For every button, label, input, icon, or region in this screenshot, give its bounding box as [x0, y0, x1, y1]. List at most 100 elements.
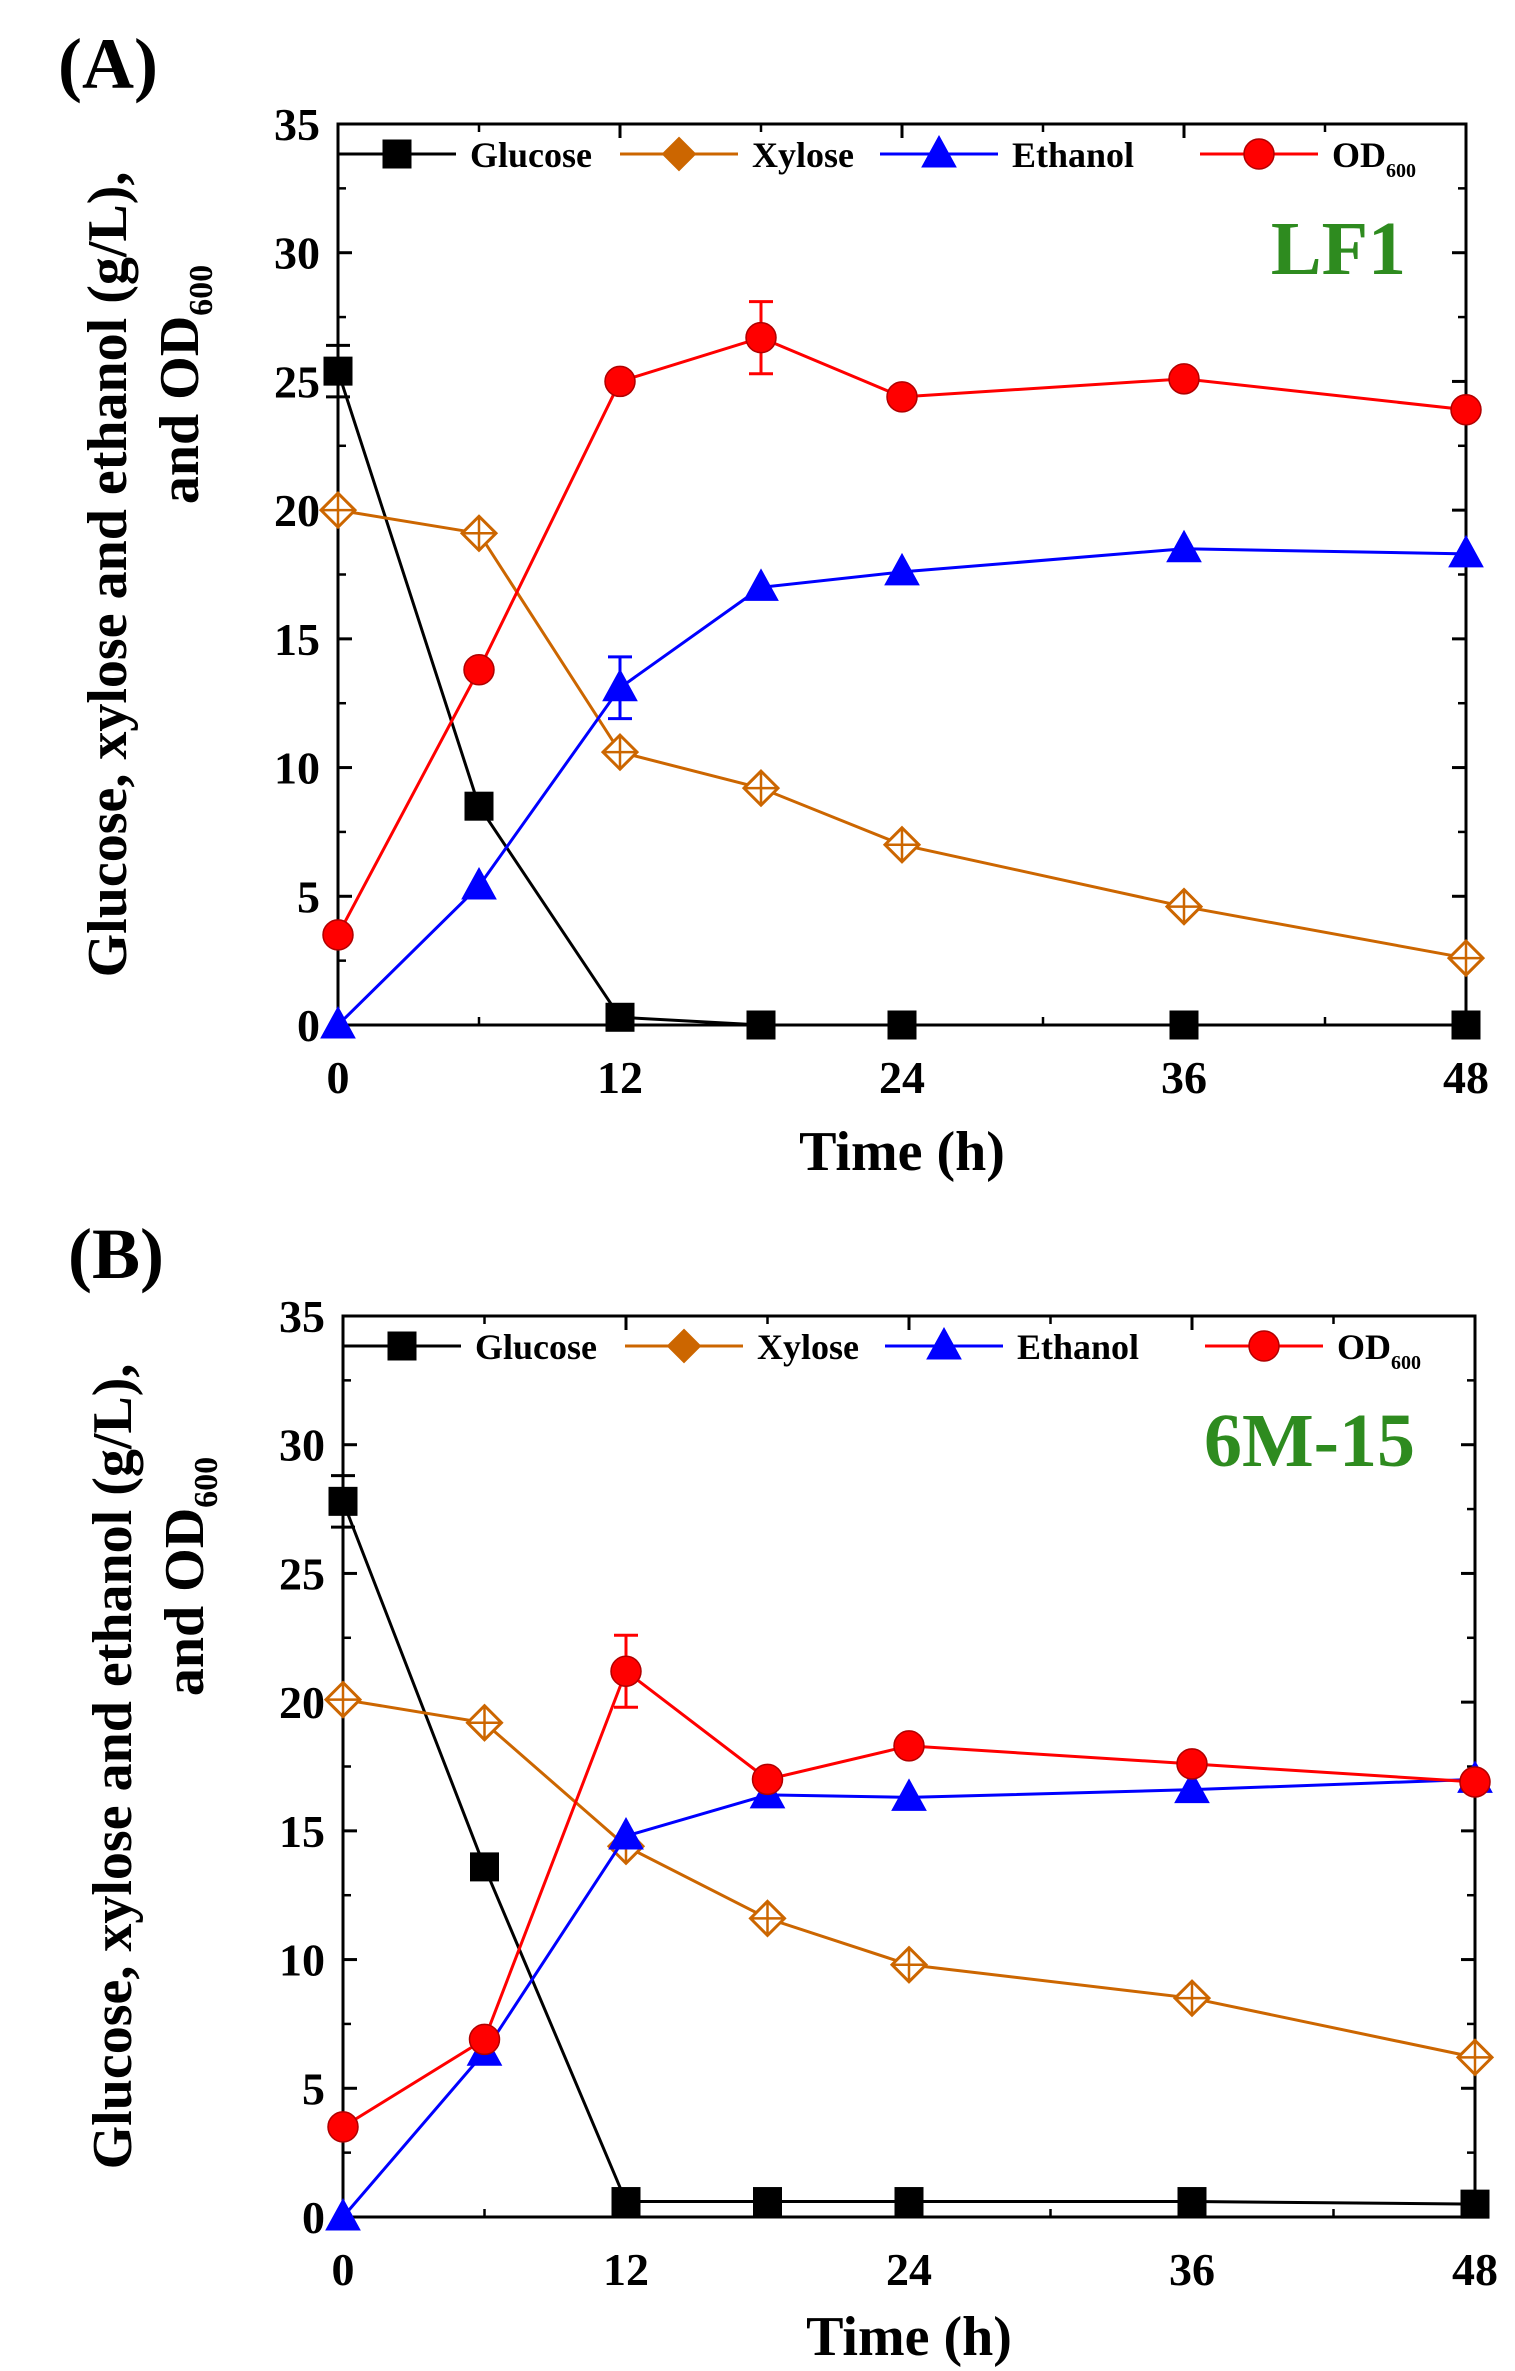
- panel-a-series-glucose-point-6: [1451, 1010, 1481, 1040]
- panel-b-legend-glucose: Glucose: [343, 1327, 597, 1367]
- panel-b-xtick-label-0: 0: [332, 2244, 355, 2295]
- panel-a-ytick-label-20: 20: [274, 485, 320, 536]
- panel-b-series-glucose-point-6: [1460, 2189, 1490, 2219]
- panel-a-y-axis-title-line1: Glucose, xylose and ethanol (g/L),: [77, 172, 139, 978]
- panel-a-series-ethanol-point-5: [1166, 529, 1202, 563]
- panel-a-legend-label-ethanol: Ethanol: [1012, 135, 1134, 175]
- panel-a-xtick-label-48: 48: [1443, 1052, 1489, 1103]
- panel-b-legend-label-xylose: Xylose: [757, 1327, 859, 1367]
- panel-a-series-od600-point-5: [1168, 363, 1200, 395]
- panel-a-legend-label-od: OD600: [1332, 135, 1416, 182]
- panel-b-legend-ethanol: Ethanol: [885, 1326, 1139, 1367]
- panel-b-ytick-label-5: 5: [302, 2063, 325, 2114]
- panel-b-x-axis-title: Time (h): [806, 2306, 1012, 2368]
- panel-a-legend-ethanol: Ethanol: [880, 134, 1134, 175]
- panel-b-xtick-label-48: 48: [1452, 2244, 1498, 2295]
- panel-b-series-od600-point-0: [327, 2111, 359, 2143]
- panel-b-series-od600: [327, 1633, 1491, 2143]
- panel-a-label: (A): [58, 24, 158, 104]
- panel-b-strain-label: 6M-15: [1204, 1399, 1415, 1483]
- panel-b-series-glucose-point-2: [611, 2187, 641, 2217]
- panel-a-ytick-label-5: 5: [297, 871, 320, 922]
- panel-a-ytick-label-25: 25: [274, 356, 320, 407]
- panel-b-series-glucose-point-4: [894, 2187, 924, 2217]
- panel-b-xtick-label-12: 12: [603, 2244, 649, 2295]
- panel-a-series-glucose-point-3: [746, 1010, 776, 1040]
- panel-b-series-ethanol-point-4: [891, 1778, 927, 1811]
- panel-a-legend-label-xylose: Xylose: [752, 135, 854, 175]
- panel-b-series-glucose: [328, 1474, 1490, 2219]
- panel-a-series-glucose-point-4: [887, 1010, 917, 1040]
- panel-a-ytick-label-35: 35: [274, 99, 320, 150]
- panel-a-legend-xylose: Xylose: [620, 135, 854, 175]
- panel-b-xtick-label-24: 24: [886, 2244, 932, 2295]
- panel-a-series-od600-point-1: [463, 653, 495, 686]
- panel-b-legend-label-glucose: Glucose: [475, 1327, 597, 1367]
- panel-a-series-glucose-point-2: [605, 1002, 635, 1032]
- panel-b-xtick-label-36: 36: [1169, 2244, 1215, 2295]
- panel-b-series-od600-point-3: [751, 1763, 784, 1796]
- panel-b-series-od600-point-4: [893, 1730, 925, 1762]
- panel-b-ytick-label-35: 35: [279, 1291, 325, 1342]
- panel-b-ytick-label-25: 25: [279, 1548, 325, 1599]
- panel-a-series-glucose-point-1: [464, 791, 494, 821]
- panel-a-strain-label: LF1: [1271, 207, 1406, 291]
- panel-a-legend-od600: OD600: [1200, 135, 1416, 182]
- panel-a-series-od600: [322, 300, 1482, 951]
- panel-b-series-glucose-point-0: [328, 1486, 358, 1516]
- panel-a-legend-glucose: Glucose: [338, 135, 592, 175]
- panel-a-legend-marker-ethanol: [921, 134, 957, 168]
- panel-b-series-ethanol-point-5: [1174, 1770, 1210, 1804]
- panel-b-ytick-label-15: 15: [279, 1806, 325, 1857]
- panel-a-series-od600-point-2: [604, 365, 636, 398]
- panel-a-xtick-label-0: 0: [327, 1052, 350, 1103]
- panel-a-series-ethanol-point-3: [743, 568, 779, 601]
- panel-a-legend-marker-glucose: [382, 139, 412, 169]
- panel-a-series-ethanol-point-0: [320, 1005, 356, 1039]
- panel-a-ytick-label-0: 0: [297, 1000, 320, 1051]
- panel-a-legend-marker-od: [1243, 138, 1275, 170]
- panel-b-legend-xylose: Xylose: [625, 1327, 859, 1367]
- panel-b-legend-marker-od: [1248, 1330, 1280, 1362]
- panel-a-legend-marker-xylose: [661, 136, 697, 172]
- panel-b-legend-marker-ethanol: [926, 1326, 962, 1360]
- panel-b-series-od600-point-1: [468, 2023, 501, 2056]
- panel-b-legend-od600: OD600: [1205, 1327, 1421, 1374]
- panel-b: (B) 0 5 10 15 20 25 30 35 0 12 24 36 48 Time (h) Glucos…: [68, 1214, 1498, 2368]
- panel-b-series-od600-point-2: [610, 1655, 642, 1688]
- panel-a-series-od600-point-4: [886, 381, 918, 413]
- panel-a-x-axis-title: Time (h): [799, 1121, 1005, 1183]
- panel-b-series-ethanol-point-0: [325, 2197, 361, 2231]
- panel-a-series-ethanol-point-1: [461, 866, 497, 900]
- panel-a-ytick-label-15: 15: [274, 614, 320, 665]
- panel-b-series-od600-point-5: [1176, 1748, 1208, 1780]
- panel-b-ytick-label-0: 0: [302, 2192, 325, 2243]
- panel-b-series-od600-point-6: [1459, 1766, 1491, 1798]
- panel-a: (A) 0 5 10 15 20 25 30 35 0 12 24 36 48 Time (h) Glucos…: [58, 24, 1489, 1183]
- panel-a-series-glucose: [323, 343, 1481, 1040]
- panel-b-legend-marker-xylose: [666, 1328, 702, 1364]
- panel-b-series-glucose-point-3: [753, 2187, 782, 2217]
- panel-b-y-axis-title-line1: Glucose, xylose and ethanol (g/L),: [82, 1364, 144, 2170]
- panel-a-series-od600-point-0: [322, 919, 354, 951]
- panel-b-legend-label-ethanol: Ethanol: [1017, 1327, 1139, 1367]
- panel-b-series-glucose-point-1: [470, 1852, 499, 1882]
- panel-a-series-od600-point-6: [1450, 393, 1482, 426]
- panel-b-legend-marker-glucose: [387, 1331, 417, 1361]
- panel-a-ytick-label-30: 30: [274, 228, 320, 279]
- panel-b-ytick-label-20: 20: [279, 1677, 325, 1728]
- panel-a-y-axis-title-line2: and OD600: [149, 265, 220, 504]
- panel-a-series-ethanol-point-6: [1448, 534, 1484, 568]
- panel-a-series-ethanol: [320, 529, 1484, 1039]
- panel-a-xtick-label-36: 36: [1161, 1052, 1207, 1103]
- panel-a-series-glucose-point-0: [323, 356, 353, 386]
- panel-b-label: (B): [68, 1214, 164, 1294]
- panel-a-xtick-label-12: 12: [597, 1052, 643, 1103]
- panel-a-series-ethanol-point-4: [884, 552, 920, 586]
- panel-a-xtick-label-24: 24: [879, 1052, 925, 1103]
- panel-a-series-ethanol-point-2: [602, 668, 638, 702]
- panel-b-ytick-label-30: 30: [279, 1420, 325, 1471]
- panel-b-series-glucose-point-5: [1177, 2187, 1207, 2217]
- panel-a-ytick-label-10: 10: [274, 743, 320, 794]
